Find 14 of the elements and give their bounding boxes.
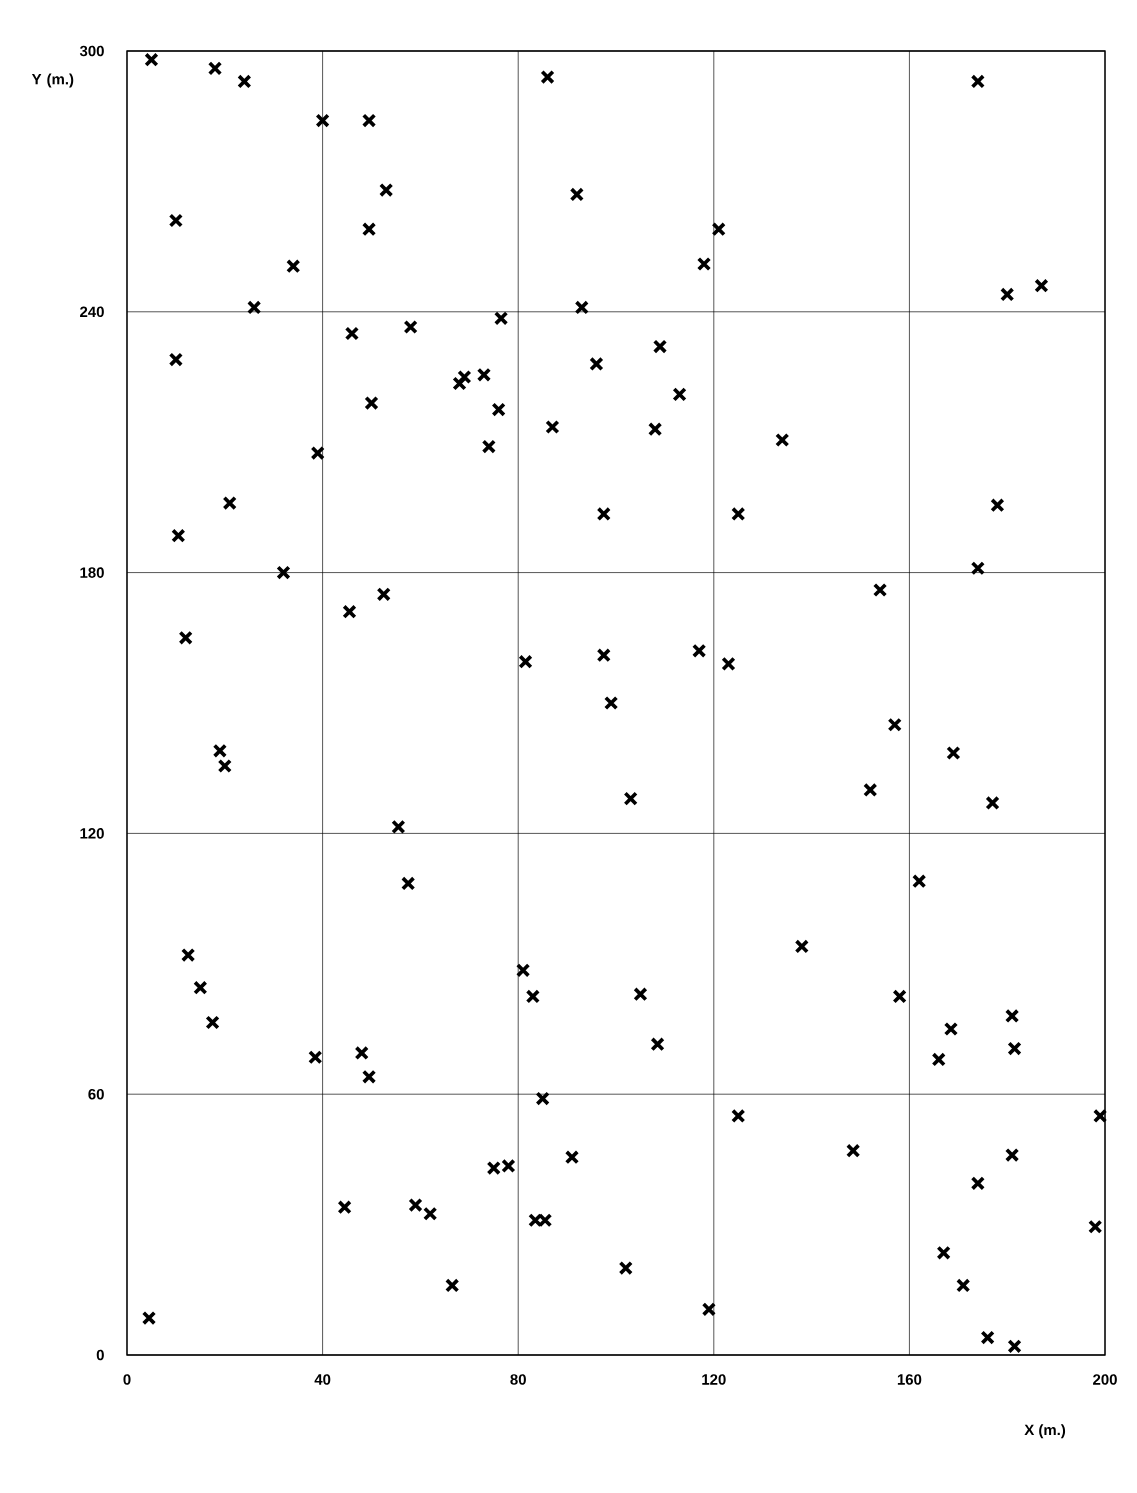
y-tick-label: 300 xyxy=(79,45,104,57)
y-tick-label: 0 xyxy=(96,1349,104,1361)
x-tick-label: 160 xyxy=(897,1374,922,1385)
x-tick-label: 40 xyxy=(314,1374,331,1385)
x-tick-label: 0 xyxy=(123,1374,131,1385)
y-tick-label: 180 xyxy=(80,567,104,578)
x-tick-label: 120 xyxy=(702,1374,726,1385)
y-tick-label: 120 xyxy=(80,828,104,839)
y-tick-label: 240 xyxy=(80,306,104,318)
x-axis-title: X (m.) xyxy=(1024,1424,1066,1439)
x-tick-label: 200 xyxy=(1093,1374,1117,1385)
y-axis-title: Y (m.) xyxy=(31,73,74,88)
y-tick-label: 60 xyxy=(88,1088,104,1100)
x-tick-label: 80 xyxy=(510,1374,526,1385)
